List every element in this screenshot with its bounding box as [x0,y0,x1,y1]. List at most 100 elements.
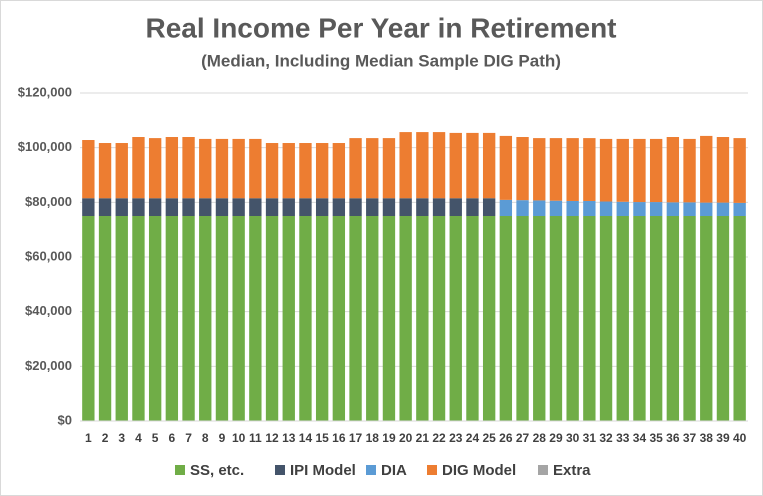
bar-segment [232,216,245,421]
bar-segment [249,198,262,216]
bar-segment [482,216,496,421]
bar-segment [349,138,362,199]
bar-segment [165,198,179,216]
bar-segment [215,138,229,199]
bar-segment [466,216,479,421]
x-tick-label: 35 [649,431,663,445]
bar-segment [449,216,462,421]
bar-segment [666,202,680,216]
x-tick-label: 3 [118,431,125,445]
bar-segment [315,198,329,216]
bar-segment [516,200,529,216]
bar-segment [649,216,663,421]
bar-segment [549,138,563,201]
x-tick-label: 32 [599,431,613,445]
x-tick-label: 7 [185,431,192,445]
x-tick-label: 22 [432,431,446,445]
bar-segment [716,137,730,203]
bar-segment [683,216,696,421]
x-tick-label: 5 [152,431,159,445]
bar-segment [716,216,730,421]
bar-segment [566,138,579,201]
legend-label: SS, etc. [190,462,244,479]
bar-segment [700,202,713,216]
bar-segment [482,198,496,216]
x-tick-label: 14 [299,431,313,445]
bar-segment [583,138,596,201]
bar-segment [482,132,496,199]
bar-segment [366,138,379,199]
x-tick-label: 40 [733,431,747,445]
y-tick-label: $120,000 [18,84,72,99]
bar-segment [282,143,295,199]
bar-segment [449,132,462,199]
x-tick-label: 12 [265,431,279,445]
bar-segment [182,137,195,199]
x-tick-label: 27 [516,431,530,445]
bar-segment [115,143,128,199]
x-tick-label: 34 [633,431,647,445]
bar-segment [733,138,746,203]
bar-segment [616,201,629,216]
bar-segment [516,216,529,421]
x-tick-label: 1 [85,431,92,445]
x-tick-label: 16 [332,431,346,445]
bar-segment [265,216,279,421]
x-tick-label: 15 [315,431,329,445]
bar-segment [165,137,179,199]
legend-label: Extra [553,462,591,479]
bar-segment [683,138,696,203]
bar-segment [349,198,362,216]
x-tick-label: 23 [449,431,463,445]
bar-segment [599,216,613,421]
bar-segment [432,132,446,199]
bar-segment [115,198,128,216]
y-tick-label: $100,000 [18,139,72,154]
bar-segment [416,216,429,421]
bar-segment [499,199,513,216]
bar-segment [432,198,446,216]
bar-segment [349,216,362,421]
bar-segment [249,216,262,421]
bar-segment [249,138,262,199]
bar-segment [132,137,145,199]
bar-segment [199,216,212,421]
bar-segment [232,198,245,216]
bar-segment [332,198,346,216]
bar-segment [132,216,145,421]
bar-segment [366,198,379,216]
bar-segment [282,216,295,421]
bar-segment [666,137,680,203]
bar-segment [449,198,462,216]
x-tick-label: 4 [135,431,142,445]
bar-segment [132,198,145,216]
bar-segment [733,202,746,216]
bar-segment [182,198,195,216]
bar-segment [666,216,680,421]
bar-segment [98,143,112,199]
bar-segment [366,216,379,421]
bar-segment [499,135,513,200]
bar-segment [82,198,95,216]
bar-segment [315,216,329,421]
bar-segment [98,216,112,421]
x-tick-label: 30 [566,431,580,445]
y-tick-label: $60,000 [25,248,72,263]
bar-segment [165,216,179,421]
bar-segment [299,216,312,421]
legend-swatch [175,465,185,475]
bar-segment [382,198,396,216]
bar-segment [616,216,629,421]
bar-segment [199,138,212,199]
bar-segment [399,198,412,216]
x-tick-label: 11 [249,431,262,445]
x-tick-label: 20 [399,431,413,445]
bar-segment [215,216,229,421]
bar-segment [199,198,212,216]
legend-label: DIA [381,462,407,479]
bar-segment [599,201,613,216]
y-tick-label: $20,000 [25,358,72,373]
bar-segment [633,202,646,216]
bar-segment [533,138,546,201]
bar-segment [700,216,713,421]
